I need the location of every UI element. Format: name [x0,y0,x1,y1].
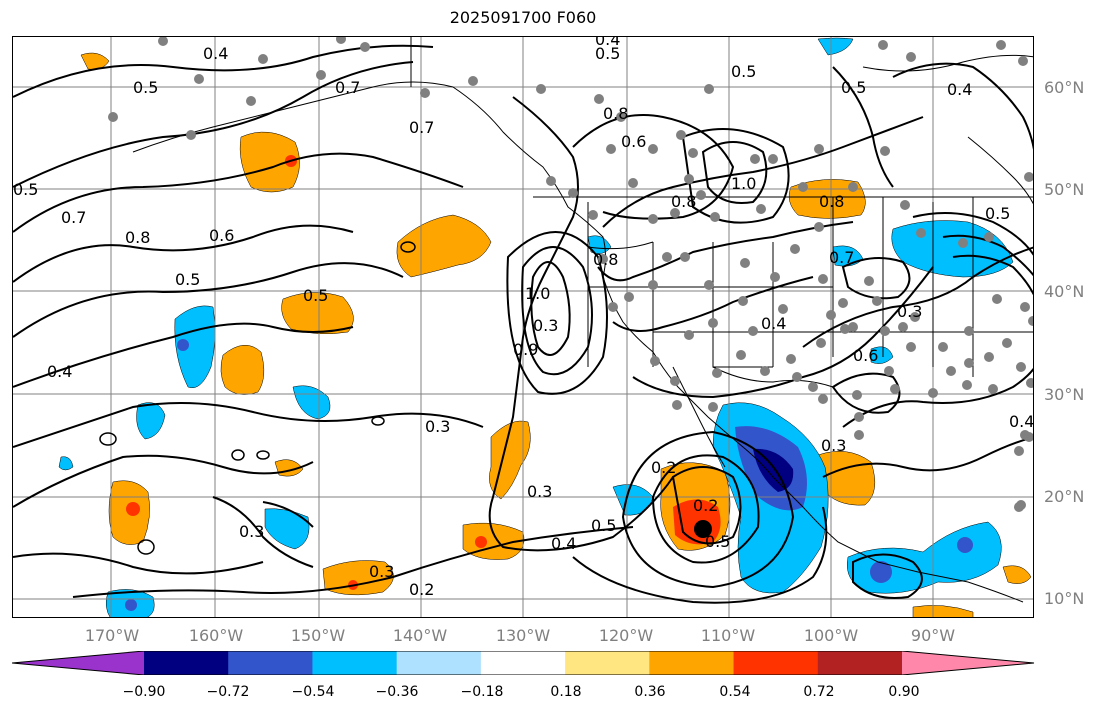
contour-label: 0.6 [853,346,878,365]
contour-label: 0.5 [841,78,866,97]
colorbar-tick-label: 0.54 [719,684,750,700]
contour-label: 0.3 [527,482,552,501]
colorbar-tick-label: 0.90 [888,684,919,700]
negative-shade [137,403,165,439]
negative-shade [293,386,330,419]
contour-label: 0.8 [819,192,844,211]
negative-shade [59,457,73,470]
negative-shade [265,509,309,549]
contour-label: 0.4 [551,534,576,553]
contour-label: 0.6 [209,226,234,245]
lat-label-60n: 60°N [1044,78,1084,97]
colorbar-tick-label: −0.54 [292,684,335,700]
contour-label: 0.2 [409,580,434,599]
graticule [13,37,1034,618]
negative-shade [892,221,1013,277]
contour-label: 0.8 [603,104,628,123]
colorbar-extend-low [12,651,144,675]
colorbar-segment [312,651,397,675]
positive-shade [221,345,264,394]
negative-shade [818,38,853,55]
lat-label-40n: 40°N [1044,282,1084,301]
contour-label: 1.0 [731,174,756,193]
colorbar-segment [734,651,819,675]
contour-label: 0.5 [175,270,200,289]
lon-label-120w: 120°W [599,626,653,645]
contour-label: 0.5 [303,286,328,305]
colorbar-segment [228,651,313,675]
lon-label-140w: 140°W [393,626,447,645]
colorbar-segment [565,651,650,675]
contour-label: 0.6 [621,132,646,151]
colorbar-segment [144,651,229,675]
contour-label: 0.3 [821,436,846,455]
contour-label: 0.8 [125,228,150,247]
contour-label: 0.4 [761,314,786,333]
contour-label: 0.3 [369,562,394,581]
contour-label: 0.2 [651,458,676,477]
positive-shade [913,605,973,618]
lon-label-170w: 170°W [85,626,139,645]
map-frame: 0.4 0.5 0.5 0.7 0.5 0.7 0.8 0.6 0.5 0.5 … [12,36,1034,618]
lat-label-20n: 20°N [1044,487,1084,506]
station-markers [108,37,1034,512]
colorbar-extend-high [902,651,1034,675]
contour-label: 0.4 [1009,412,1034,431]
lon-label-100w: 100°W [804,626,858,645]
lon-label-150w: 150°W [291,626,345,645]
contour-label: 0.3 [425,417,450,436]
colorbar-segment [818,651,903,675]
contour-label: 0.8 [593,250,618,269]
contour-label: 1.0 [525,284,550,303]
contour-label: 0.3 [897,302,922,321]
colorbar-tick-label: −0.72 [207,684,250,700]
negative-shade [613,485,653,516]
contour-label: 0.5 [13,180,38,199]
contour-label: 0.5 [133,78,158,97]
contour-label: 0.3 [533,316,558,335]
positive-shade [397,215,491,277]
lon-label-160w: 160°W [189,626,243,645]
lat-label-30n: 30°N [1044,385,1084,404]
contour-label: 0.8 [671,192,696,211]
contour-label: 0.5 [985,204,1010,223]
map-title: 2025091700 F060 [0,8,1046,27]
contour-label: 0.3 [239,522,264,541]
contour-label: 0.5 [731,62,756,81]
colorbar-tick-label: 0.72 [803,684,834,700]
colorbar-tick-label: −0.90 [123,684,166,700]
contour-label: 0.4 [947,80,972,99]
colorbar [12,651,1036,675]
colorbar-tick-label: 0.36 [634,684,665,700]
colorbar-tick-label: −0.18 [461,684,504,700]
contour-label: 0.4 [47,362,72,381]
map-canvas: 0.4 0.5 0.5 0.7 0.5 0.7 0.8 0.6 0.5 0.5 … [13,37,1034,618]
colorbar-tick-label: 0.18 [550,684,581,700]
contour-label: 0.4 [203,44,228,63]
contour-label: 0.4 [595,37,620,49]
colorbar-segment [649,651,734,675]
contour-label: 0.7 [829,248,854,267]
contour-label: 0.7 [335,78,360,97]
colorbar-segment [397,651,482,675]
colorbar-tick-label: −0.36 [376,684,419,700]
contour-label: 0.5 [591,516,616,535]
lat-label-10n: 10°N [1044,589,1084,608]
lon-label-90w: 90°W [911,626,955,645]
colorbar-segment [481,651,566,675]
positive-shade [1003,566,1031,584]
contour-label: 0.7 [409,118,434,137]
contour-label: 0.9 [513,340,538,359]
contour-label: 0.7 [61,208,86,227]
contour-label: 0.2 [693,496,718,515]
lat-label-50n: 50°N [1044,180,1084,199]
contour-label: 0.5 [705,532,730,551]
lon-label-130w: 130°W [496,626,550,645]
lon-label-110w: 110°W [701,626,755,645]
